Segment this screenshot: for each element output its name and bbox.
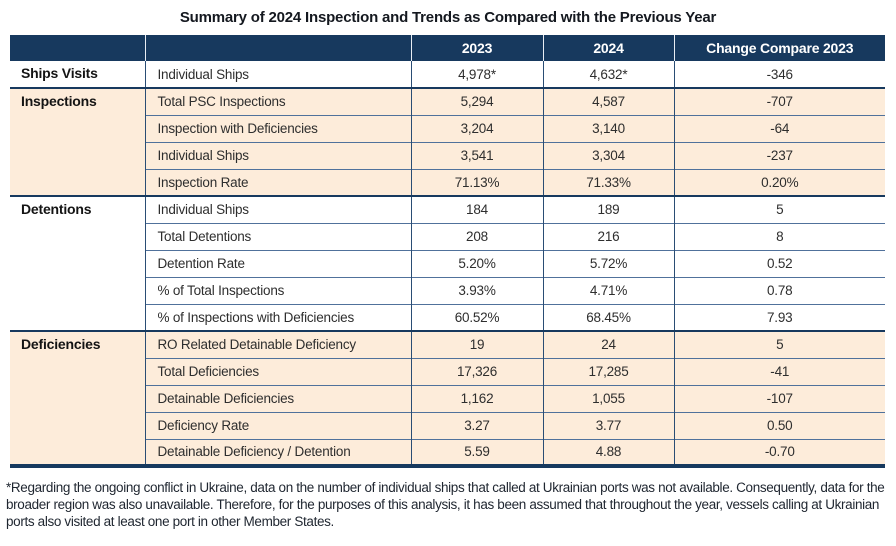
- group-label-detentions: Detentions: [10, 195, 145, 331]
- table-row: Detainable Deficiencies 1,162 1,055 -107: [10, 384, 885, 412]
- value-2023: 19: [410, 330, 543, 358]
- value-2023: 5.20%: [410, 249, 543, 277]
- row-item-label: RO Related Detainable Deficiency: [144, 330, 411, 358]
- table-row: Total Deficiencies 17,326 17,285 -41: [10, 357, 885, 385]
- value-change: 0.78: [673, 276, 885, 304]
- row-item-label: Individual Ships: [144, 195, 411, 223]
- value-2024: 24: [542, 330, 674, 358]
- table-row: Inspection with Deficiencies 3,204 3,140…: [10, 114, 885, 142]
- footnote-text: *Regarding the ongoing conflict in Ukrai…: [6, 480, 885, 529]
- table-row: Detainable Deficiency / Detention 5.59 4…: [10, 438, 885, 466]
- table-row: Deficiencies RO Related Detainable Defic…: [10, 330, 885, 466]
- value-2024: 3.77: [542, 411, 674, 439]
- value-change: -107: [673, 384, 885, 412]
- value-2023: 3.27: [410, 411, 543, 439]
- value-2023: 17,326: [410, 357, 543, 385]
- group-label-ships-visits: Ships Visits: [10, 61, 145, 88]
- row-item-label: Total Detentions: [144, 222, 411, 250]
- table-row: Detentions Individual Ships 184 189 5: [10, 195, 885, 331]
- value-change: 0.50: [673, 411, 885, 439]
- row-item-label: Inspection Rate: [144, 168, 411, 196]
- table-row: Detention Rate 5.20% 5.72% 0.52: [10, 249, 885, 277]
- row-item-label: Detainable Deficiencies: [144, 384, 411, 412]
- header-item-column: [144, 35, 411, 61]
- header-2023: 2023: [410, 35, 543, 61]
- row-item-label: % of Total Inspections: [144, 276, 411, 304]
- table-row: Inspections Total PSC Inspections 5,294 …: [10, 87, 885, 196]
- value-2024: 5.72%: [542, 249, 674, 277]
- value-2023: 184: [410, 195, 543, 223]
- value-2024: 3,140: [542, 114, 674, 142]
- group-label-inspections: Inspections: [10, 87, 145, 196]
- table-row: % of Inspections with Deficiencies 60.52…: [10, 303, 885, 331]
- value-change: -237: [673, 141, 885, 169]
- page-title: Summary of 2024 Inspection and Trends as…: [179, 9, 717, 26]
- row-item-label: Individual Ships: [144, 61, 411, 88]
- value-2023: 3.93%: [410, 276, 543, 304]
- table-row: Ships Visits Individual Ships 4,978* 4,6…: [10, 61, 885, 88]
- value-2023: 208: [410, 222, 543, 250]
- value-2024: 4.71%: [542, 276, 674, 304]
- value-change: -707: [673, 87, 885, 115]
- group-label-deficiencies: Deficiencies: [10, 330, 145, 466]
- value-change: -346: [673, 61, 885, 88]
- value-2024: 4,587: [542, 87, 674, 115]
- row-item-label: Inspection with Deficiencies: [144, 114, 411, 142]
- table-row: Inspection Rate 71.13% 71.33% 0.20%: [10, 168, 885, 196]
- row-item-label: % of Inspections with Deficiencies: [144, 303, 411, 331]
- value-change: 8: [673, 222, 885, 250]
- value-change: -41: [673, 357, 885, 385]
- value-2023: 60.52%: [410, 303, 543, 331]
- row-item-label: Detention Rate: [144, 249, 411, 277]
- value-2023: 3,204: [410, 114, 543, 142]
- value-2024: 189: [542, 195, 674, 223]
- value-2024: 68.45%: [542, 303, 674, 331]
- value-2024: 1,055: [542, 384, 674, 412]
- table-row: Total Detentions 208 216 8: [10, 222, 885, 250]
- value-change: -64: [673, 114, 885, 142]
- value-2023: 4,978*: [410, 61, 543, 88]
- value-2023: 71.13%: [410, 168, 543, 196]
- row-item-label: Individual Ships: [144, 141, 411, 169]
- header-2024: 2024: [542, 35, 674, 61]
- value-2024: 216: [542, 222, 674, 250]
- table-row: % of Total Inspections 3.93% 4.71% 0.78: [10, 276, 885, 304]
- value-change: 7.93: [673, 303, 885, 331]
- value-2024: 4.88: [542, 438, 674, 466]
- value-2024: 4,632*: [542, 61, 674, 88]
- value-2024: 71.33%: [542, 168, 674, 196]
- row-item-label: Deficiency Rate: [144, 411, 411, 439]
- table-row: Deficiency Rate 3.27 3.77 0.50: [10, 411, 885, 439]
- row-item-label: Total Deficiencies: [144, 357, 411, 385]
- row-item-label: Total PSC Inspections: [144, 87, 411, 115]
- value-2023: 5,294: [410, 87, 543, 115]
- table-header: 2023 2024 Change Compare 2023: [10, 35, 885, 61]
- value-change: 0.52: [673, 249, 885, 277]
- value-2023: 1,162: [410, 384, 543, 412]
- header-row: 2023 2024 Change Compare 2023: [10, 35, 885, 61]
- table-row: Individual Ships 3,541 3,304 -237: [10, 141, 885, 169]
- value-2023: 5.59: [410, 438, 543, 466]
- header-group-column: [10, 35, 145, 61]
- value-change: 0.20%: [673, 168, 885, 196]
- value-2024: 17,285: [542, 357, 674, 385]
- header-change-compare: Change Compare 2023: [673, 35, 885, 61]
- value-2023: 3,541: [410, 141, 543, 169]
- value-change: 5: [673, 195, 885, 223]
- value-change: 5: [673, 330, 885, 358]
- value-change: -0.70: [673, 438, 885, 466]
- inspection-summary-table: 2023 2024 Change Compare 2023 Ships Visi…: [10, 35, 885, 468]
- value-2024: 3,304: [542, 141, 674, 169]
- row-item-label: Detainable Deficiency / Detention: [144, 438, 411, 466]
